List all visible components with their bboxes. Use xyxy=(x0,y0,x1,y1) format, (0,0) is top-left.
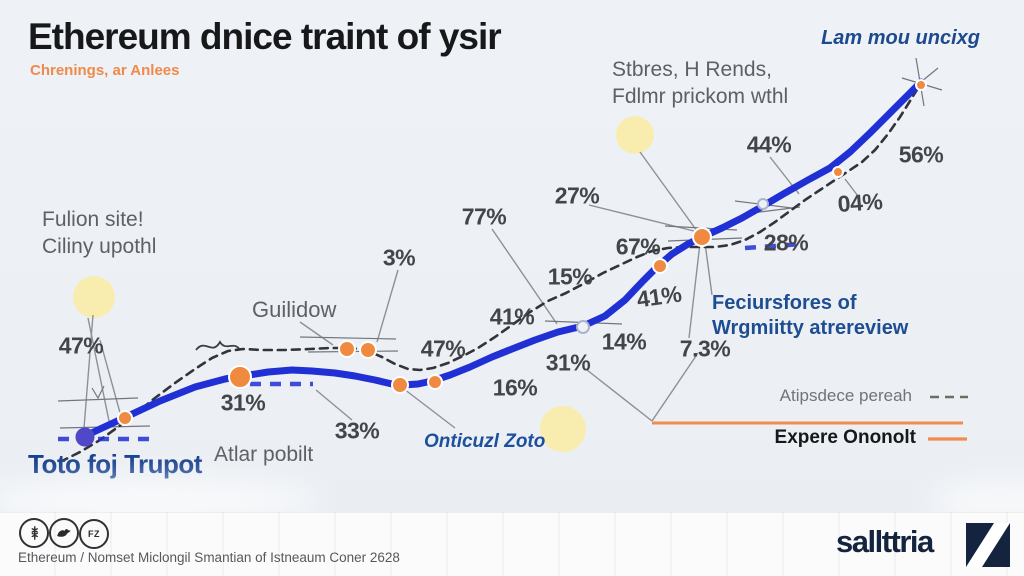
data-point-marker xyxy=(692,227,712,247)
leader-line xyxy=(491,228,558,325)
brand-logo-icon[interactable] xyxy=(966,523,1010,567)
percent-label: 77% xyxy=(461,203,507,230)
percent-label: 15% xyxy=(547,263,593,290)
percent-label: 27% xyxy=(554,182,600,209)
left-annotation-line1: Fulion site! xyxy=(42,208,144,231)
leader-line xyxy=(299,321,334,346)
callout-line1: Feciursfores of xyxy=(712,292,857,314)
data-point-marker xyxy=(652,258,668,274)
fz-badge-icon[interactable]: FZ xyxy=(79,519,109,549)
dashed-blue-segments xyxy=(58,241,803,442)
top-right-note: Lam mou uncixg xyxy=(821,27,980,49)
data-point-marker xyxy=(832,166,844,178)
callout-note: Feciursfores of Wrgmiitty atrereview xyxy=(712,291,908,341)
percent-label: 31% xyxy=(545,349,591,376)
data-point-marker xyxy=(757,198,769,210)
fz-badge-label: FZ xyxy=(88,529,100,539)
leader-line xyxy=(376,269,399,343)
label-toto-trupot: Toto foj Trupot xyxy=(28,449,202,479)
percent-label: 3% xyxy=(382,244,416,271)
price-series-line xyxy=(79,78,925,441)
leader-line xyxy=(403,388,456,429)
label-guilidow: Guilidow xyxy=(252,297,337,322)
data-point-marker xyxy=(391,376,409,394)
percent-label: 31% xyxy=(220,389,266,416)
legend-forecast-label: Atipsdece pereah xyxy=(779,386,912,405)
leader-line xyxy=(704,242,713,296)
data-point-marker xyxy=(915,79,927,91)
data-point-marker xyxy=(75,427,95,447)
percent-label: 67% xyxy=(615,233,661,260)
top-annotation: Stbres, H Rends, Fdlmr prickom wthl xyxy=(612,56,788,111)
forecast-series-line xyxy=(58,86,920,464)
footer-caption: Ethereum / Nomset Miclongil Smantian of … xyxy=(18,550,400,565)
percent-label: 28% xyxy=(763,229,809,256)
leader-line xyxy=(844,178,859,197)
leader-line xyxy=(639,151,698,232)
handwriting-scribble xyxy=(195,340,241,351)
percent-label: 47% xyxy=(420,335,466,362)
highlight-bubble xyxy=(73,276,115,318)
footer-bar: FZ Ethereum / Nomset Miclongil Smantian … xyxy=(0,512,1024,576)
percent-label: 56% xyxy=(898,141,944,168)
top-annotation-line1: Stbres, H Rends, xyxy=(612,58,772,81)
leader-line xyxy=(586,369,653,422)
leader-line xyxy=(651,352,699,422)
data-point-marker xyxy=(117,410,133,426)
leader-line xyxy=(87,317,111,427)
data-point-marker xyxy=(576,320,590,334)
data-point-marker xyxy=(338,340,356,358)
data-point-markers xyxy=(75,79,927,447)
data-point-marker xyxy=(359,341,377,359)
percent-label: 41% xyxy=(489,303,535,330)
top-annotation-line2: Fdlmr prickom wthl xyxy=(612,85,789,109)
leader-lines xyxy=(83,151,859,429)
data-point-marker xyxy=(228,365,252,389)
left-annotation-line2: Ciliny upothl xyxy=(42,235,157,259)
legend-actual-label: Expere Ononolt xyxy=(774,427,916,448)
percent-label: 7.3% xyxy=(679,335,731,362)
label-atlar-pobilt: Atlar pobilt xyxy=(214,443,314,466)
label-onticuzl-zoto: Onticuzl Zoto xyxy=(424,431,546,452)
percent-label: 44% xyxy=(746,131,792,158)
percent-label: 33% xyxy=(334,417,380,444)
percent-label: 04% xyxy=(836,187,884,218)
left-annotation: Fulion site! Ciliny upothl xyxy=(42,206,156,261)
bird-icon[interactable] xyxy=(49,518,79,548)
leader-line xyxy=(688,242,701,339)
data-point-marker xyxy=(427,374,443,390)
percent-label: 14% xyxy=(601,328,647,355)
legend-lines xyxy=(652,395,968,441)
percent-label: 47% xyxy=(58,332,104,359)
brand-wordmark[interactable]: sallttria xyxy=(836,524,934,559)
percent-label: 16% xyxy=(492,374,538,401)
highlight-bubble xyxy=(616,116,654,154)
page-title: Ethereum dnice traint of ysir xyxy=(28,16,502,57)
callout-line2: Wrgmiitty atrereview xyxy=(712,317,909,339)
leader-line xyxy=(315,389,353,421)
leader-line xyxy=(99,339,123,421)
caduceus-icon[interactable] xyxy=(19,518,49,548)
highlight-bubble xyxy=(540,406,586,452)
page-subtitle: Chrenings, ar Anlees xyxy=(30,62,180,79)
